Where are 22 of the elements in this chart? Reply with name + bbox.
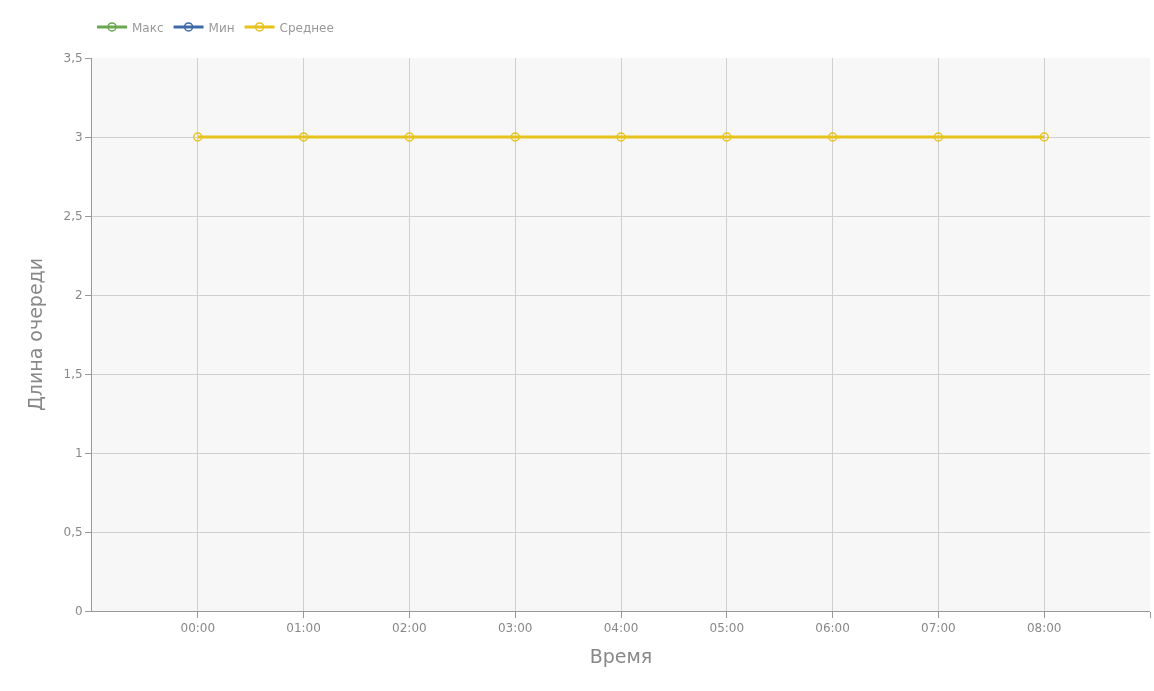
- legend-label: Мин: [208, 20, 235, 35]
- y-tick-label: 1: [74, 446, 83, 461]
- y-tick-label: 2,5: [63, 209, 83, 224]
- x-axis-title: Время: [589, 645, 653, 668]
- x-tick-label: 04:00: [603, 621, 639, 636]
- x-tick-label: 00:00: [180, 621, 216, 636]
- y-tick-label: 3: [74, 130, 83, 145]
- x-tick-label: 08:00: [1026, 621, 1062, 636]
- x-tick-label: 07:00: [921, 621, 956, 636]
- y-tick-label: 0: [74, 604, 83, 619]
- x-tick-label: 05:00: [709, 621, 745, 636]
- y-axis-title: Длина очереди: [24, 257, 47, 412]
- y-tick-label: 2: [74, 288, 83, 303]
- legend-label: Среднее: [279, 20, 334, 35]
- x-tick-label: 06:00: [815, 621, 850, 636]
- legend-label: Макс: [132, 20, 164, 35]
- y-tick-label: 0,5: [63, 525, 83, 540]
- x-tick-label: 02:00: [392, 621, 427, 636]
- y-tick-label: 3,5: [63, 51, 83, 66]
- x-tick-label: 03:00: [497, 621, 533, 636]
- y-tick-label: 1,5: [63, 367, 83, 382]
- x-tick-label: 01:00: [286, 621, 321, 636]
